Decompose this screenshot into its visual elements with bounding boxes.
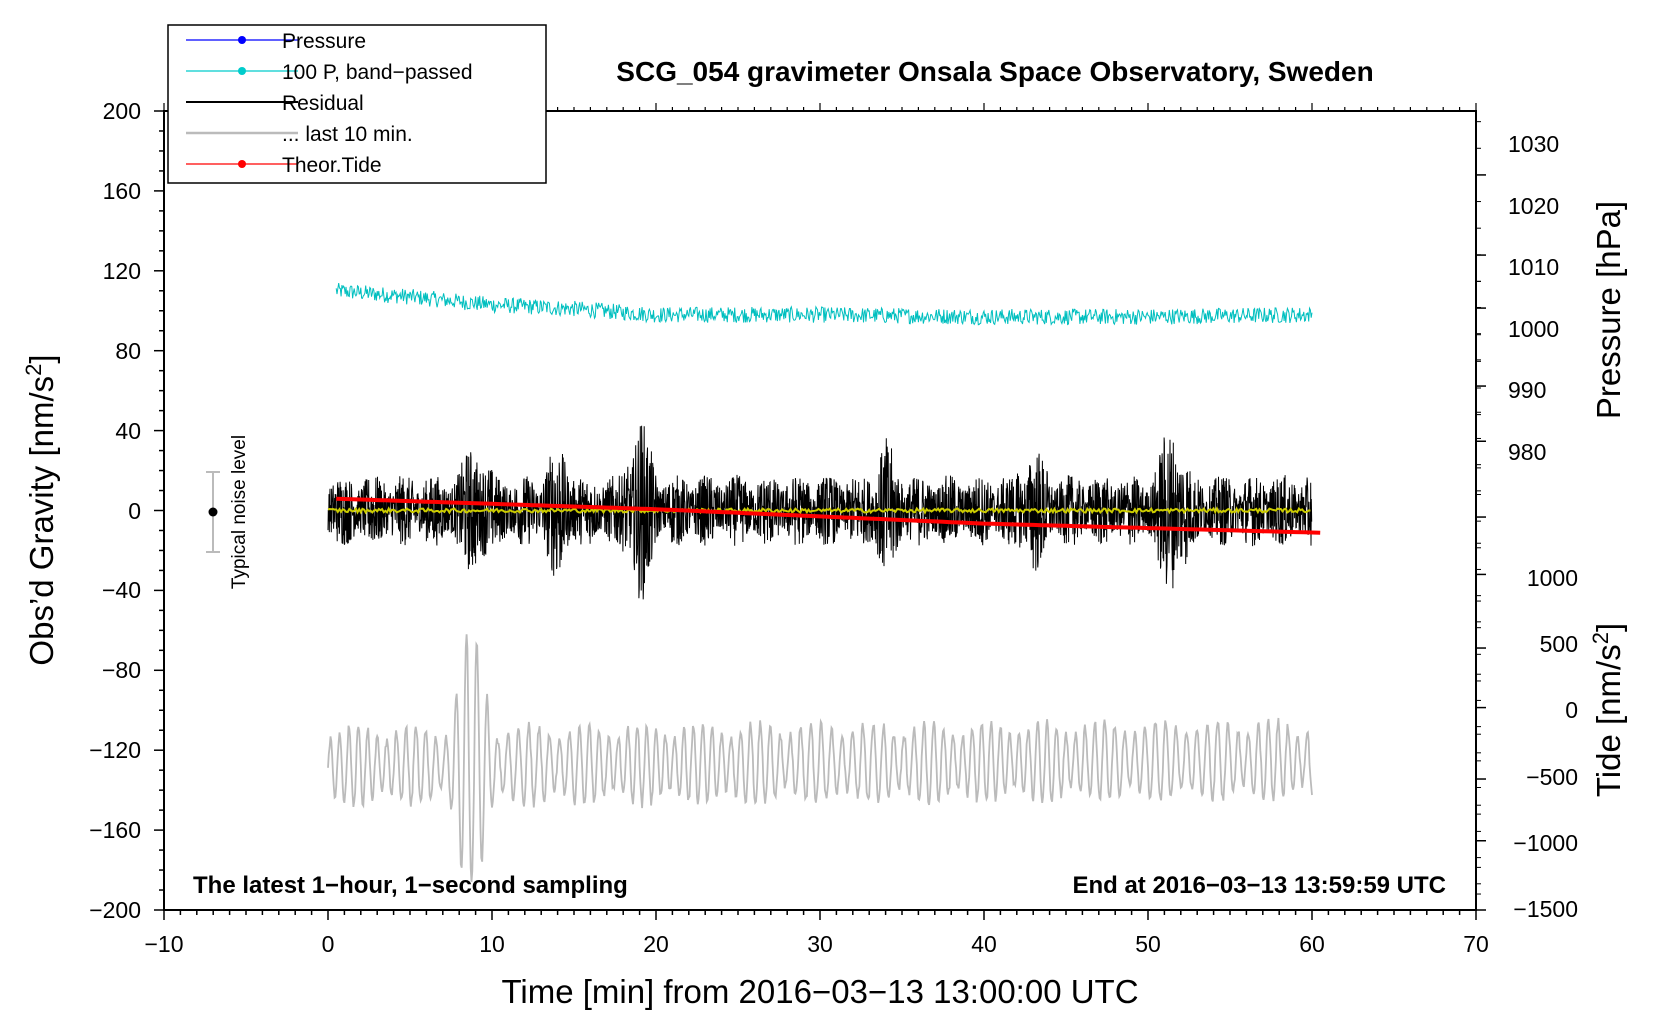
pressure-axis-label: Pressure [hPa]: [1590, 201, 1627, 419]
legend-item-pressure: Pressure: [186, 30, 366, 53]
tide-tick-label: −1500: [1513, 896, 1578, 922]
pressure-tick-label: 1010: [1508, 254, 1559, 280]
legend-box: [167, 24, 547, 184]
pressure-tick-label: 1000: [1508, 316, 1559, 342]
pressure-tick-label: 1020: [1508, 193, 1559, 219]
noise-center-dot: [208, 507, 218, 517]
y-tick-label: −120: [89, 737, 141, 763]
x-tick-label: −10: [144, 931, 183, 957]
y-tick-label: −40: [102, 577, 141, 603]
y-tick-label: 40: [115, 418, 141, 444]
y-tick-label: 200: [103, 98, 141, 124]
x-tick-label: 30: [807, 931, 833, 957]
legend-label: Pressure: [282, 30, 366, 53]
legend-label: 100 P, band−passed: [282, 61, 473, 84]
tide-tick-label: −1000: [1513, 830, 1578, 856]
y-tick-labels: 200 160 120 80 40 0 −40 −80 −120 −160 −2…: [89, 98, 141, 923]
noise-level-indicator: Typical noise level: [206, 435, 250, 589]
legend-marker: [238, 160, 246, 168]
tide-tick-labels: 1000 500 0 −500 −1000 −1500: [1513, 565, 1578, 922]
legend-item-residual: Residual: [186, 92, 364, 115]
y-tick-label: 120: [103, 258, 141, 284]
y-tick-label: −200: [89, 897, 141, 923]
x-tick-label: 20: [643, 931, 669, 957]
series-layer: [327, 283, 1321, 882]
x-tick-label: 70: [1463, 931, 1489, 957]
x-tick-label: 60: [1299, 931, 1325, 957]
residual-smoothed-line: [327, 506, 1311, 515]
x-tick-label: 10: [479, 931, 505, 957]
tide-tick-label: 0: [1565, 697, 1578, 723]
x-tick-label: 0: [322, 931, 335, 957]
legend: Pressure 100 P, band−passed Residual ...…: [167, 24, 547, 184]
y-tick-label: 160: [103, 178, 141, 204]
legend-marker: [238, 67, 246, 75]
legend-label: Theor.Tide: [282, 154, 382, 177]
noise-label: Typical noise level: [229, 435, 250, 589]
legend-marker: [238, 36, 246, 44]
legend-item-last-10-min: ... last 10 min.: [186, 123, 413, 146]
chart-title: SCG_054 gravimeter Onsala Space Observat…: [616, 56, 1373, 87]
x-tick-label: 50: [1135, 931, 1161, 957]
tide-tick-label: 500: [1540, 631, 1578, 657]
y-tick-label: 80: [115, 338, 141, 364]
band-passed-pressure-line: [335, 283, 1313, 326]
y-tick-label: 0: [128, 498, 141, 524]
theor-tide-line: [336, 496, 1321, 535]
last-10-min-line: [327, 634, 1313, 882]
pressure-tick-label: 990: [1508, 377, 1546, 403]
tide-tick-label: −500: [1526, 764, 1578, 790]
x-tick-labels: −10 0 10 20 30 40 50 60 70: [144, 931, 1488, 957]
legend-item-theor-tide: Theor.Tide: [186, 154, 382, 177]
y-tick-label: −160: [89, 817, 141, 843]
legend-label: ... last 10 min.: [282, 123, 413, 146]
tide-tick-label: 1000: [1527, 565, 1578, 591]
x-tick-label: 40: [971, 931, 997, 957]
pressure-tick-labels: 1030 1020 1010 1000 990 980: [1508, 131, 1559, 465]
x-axis-label: Time [min] from 2016−03−13 13:00:00 UTC: [501, 973, 1138, 1010]
y-axis-label: Obs’d Gravity [nm/s2]: [21, 354, 60, 665]
pressure-tick-label: 1030: [1508, 131, 1559, 157]
pressure-tick-label: 980: [1508, 439, 1546, 465]
y-tick-label: −80: [102, 657, 141, 683]
note-right: End at 2016−03−13 13:59:59 UTC: [1072, 872, 1446, 899]
note-left: The latest 1−hour, 1−second sampling: [193, 872, 628, 899]
residual-line: [327, 425, 1313, 600]
legend-item-band-passed: 100 P, band−passed: [186, 61, 473, 84]
legend-label: Residual: [282, 92, 364, 115]
tide-axis-label: Tide [nm/s2]: [1588, 623, 1627, 797]
